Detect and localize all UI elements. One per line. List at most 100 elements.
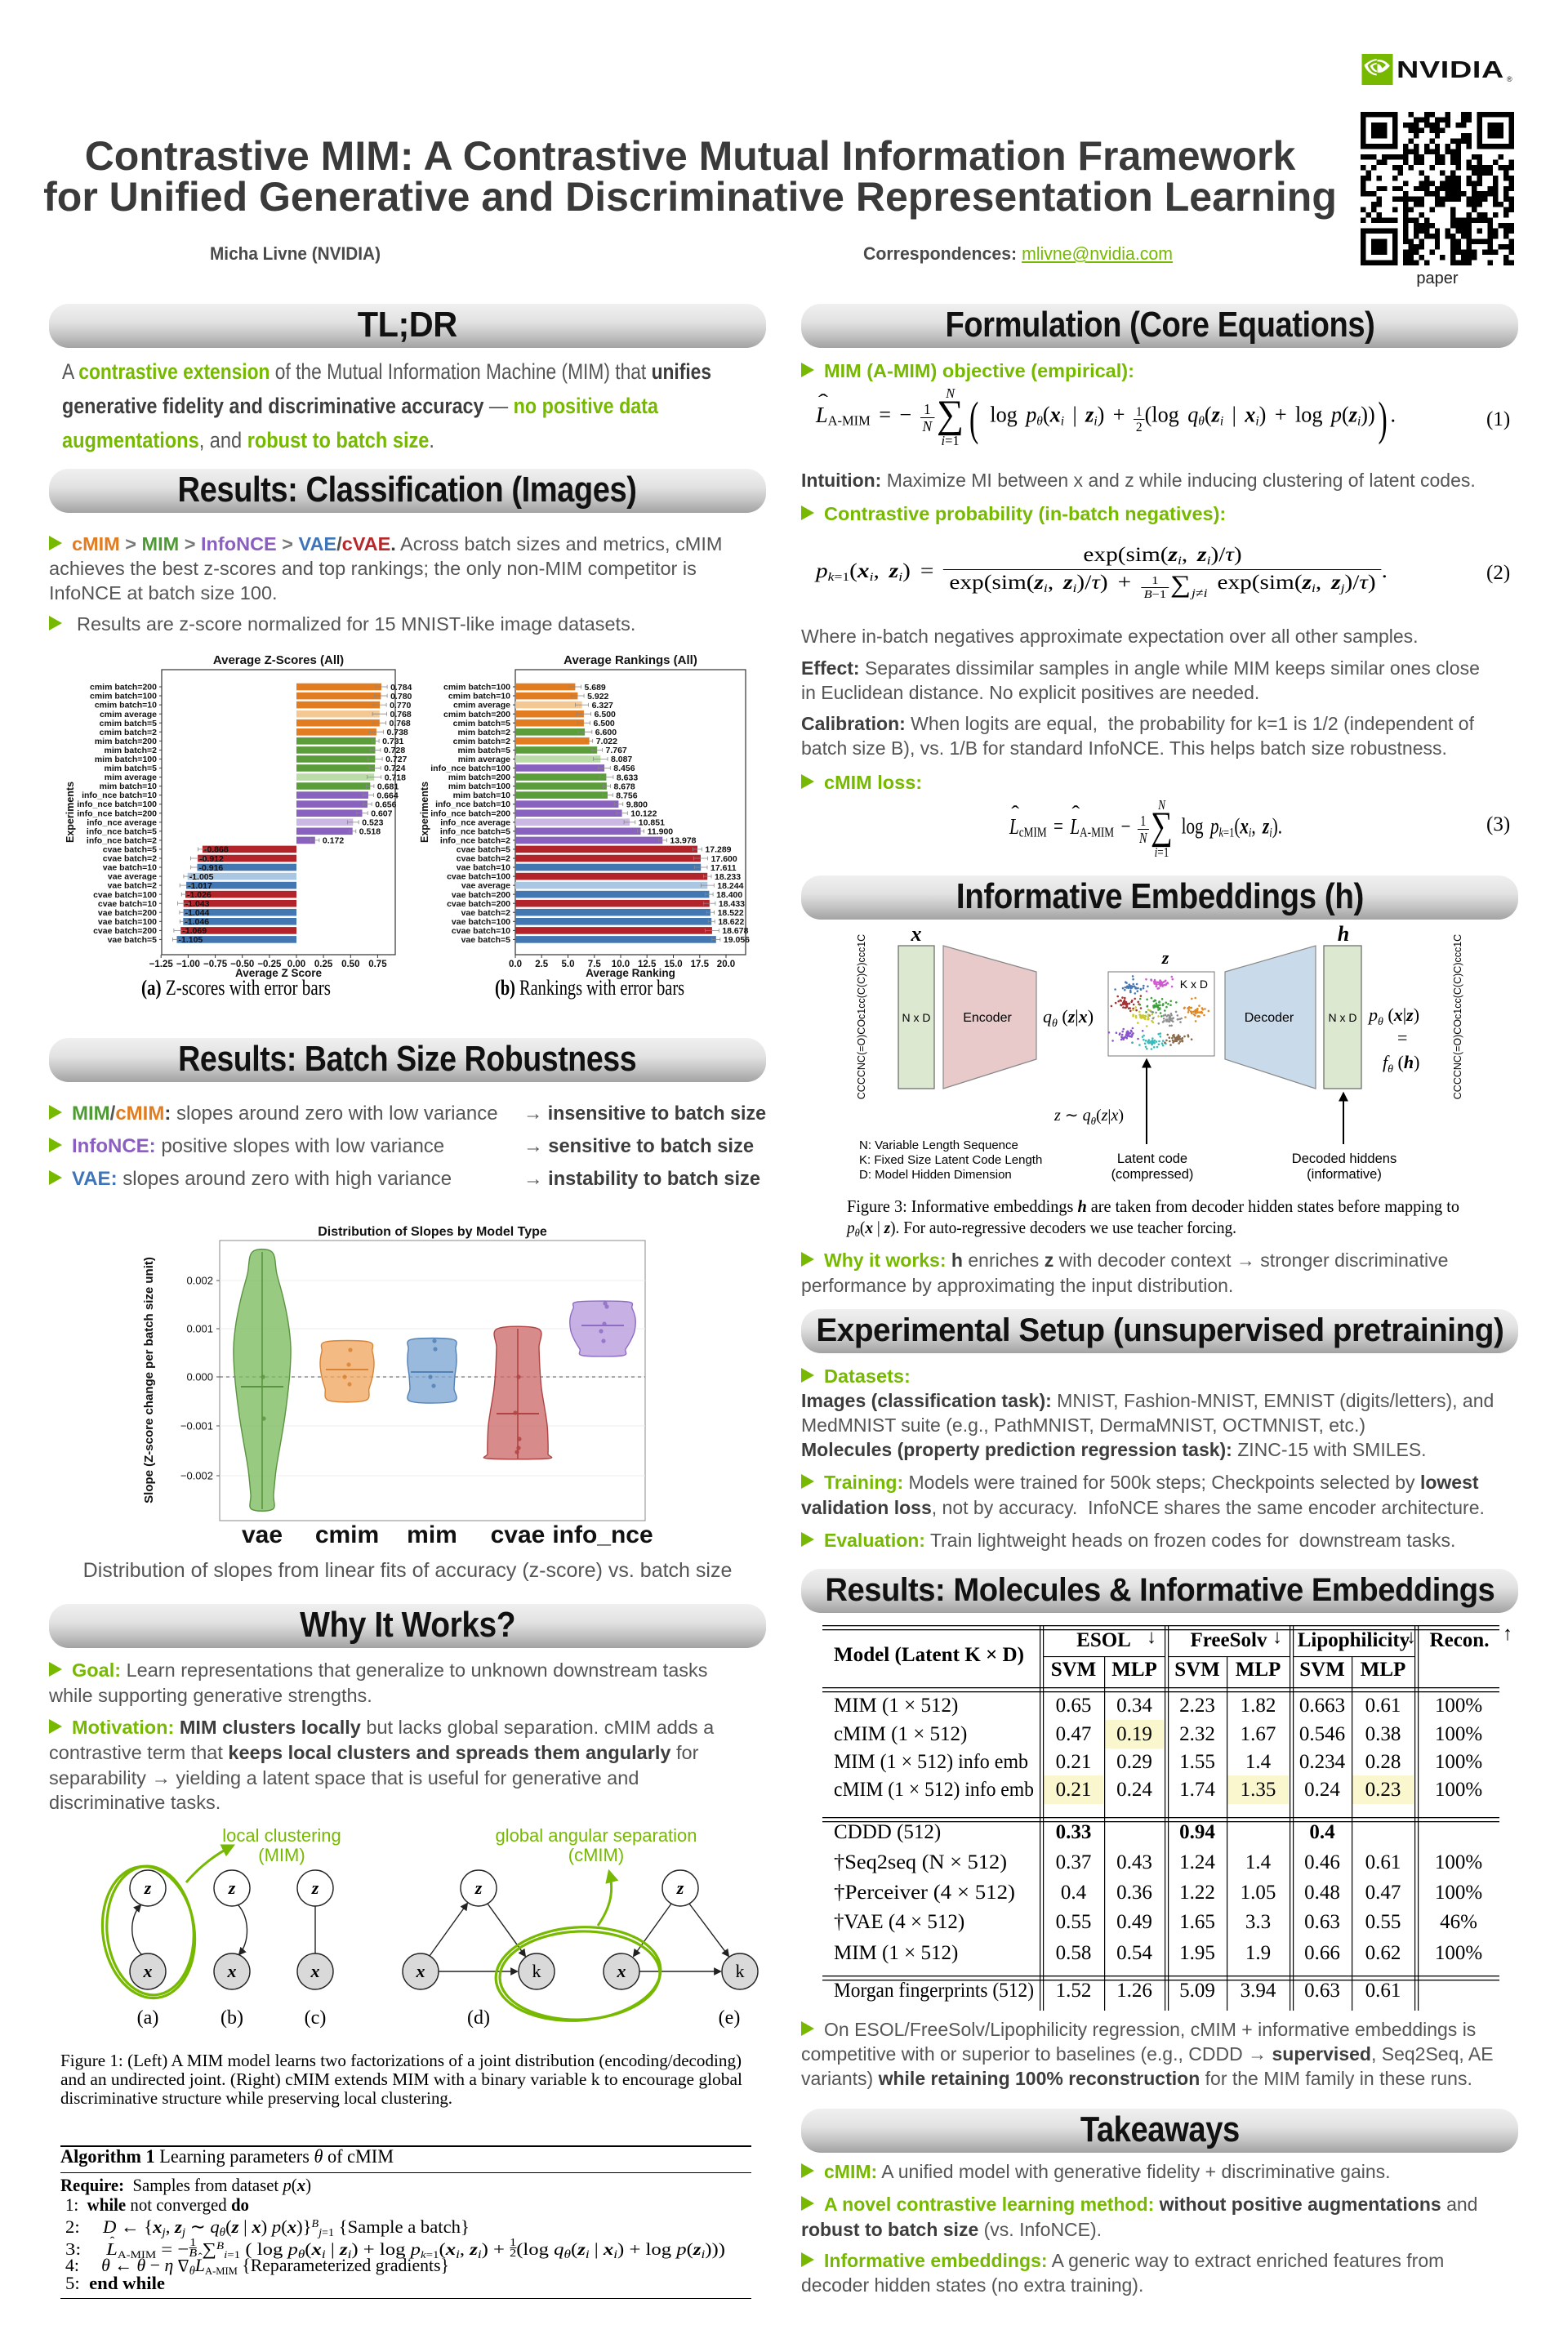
svg-text:0.000: 0.000 <box>186 1371 213 1383</box>
svg-text:-1.069: -1.069 <box>182 926 207 936</box>
svg-text:qθ (z|x): qθ (z|x) <box>1043 1006 1094 1030</box>
svg-text:2.23: 2.23 <box>1179 1695 1215 1717</box>
svg-text:18.400: 18.400 <box>716 890 742 900</box>
svg-text:mim batch=2: mim batch=2 <box>105 746 158 755</box>
svg-text:0.25: 0.25 <box>314 960 333 969</box>
svg-text:-1.046: -1.046 <box>185 917 209 927</box>
svg-text:z: z <box>144 1878 152 1898</box>
svg-text:1.52: 1.52 <box>1056 1980 1092 2002</box>
svg-text:CCCCNC(=O)COc1cc(C(C)C)ccc1C: CCCCNC(=O)COc1cc(C(C)C)ccc1C <box>1452 934 1463 1099</box>
svg-text:0.61: 0.61 <box>1365 1695 1401 1717</box>
svg-text:vae batch=10: vae batch=10 <box>457 863 510 873</box>
svg-text:info_nce: info_nce <box>552 1521 653 1548</box>
svg-text:Recon.: Recon. <box>1430 1629 1490 1651</box>
svg-text:cmim batch=200: cmim batch=200 <box>90 683 157 693</box>
svg-text:(c): (c) <box>305 2007 327 2029</box>
svg-text:cvae batch=2: cvae batch=2 <box>103 854 157 864</box>
svg-text:1.24: 1.24 <box>1179 1851 1215 1873</box>
svg-text:x: x <box>227 1961 237 1981</box>
svg-text:5.09: 5.09 <box>1179 1980 1215 2002</box>
svg-text:−0.001: −0.001 <box>180 1420 213 1432</box>
svg-text:N: Variable Length Sequence: N: Variable Length Sequence <box>859 1138 1018 1152</box>
svg-text:0.681: 0.681 <box>377 782 399 791</box>
svg-text:0.61: 0.61 <box>1365 1980 1401 2002</box>
svg-text:0.28: 0.28 <box>1365 1751 1401 1773</box>
svg-text:vae batch=100: vae batch=100 <box>452 917 510 927</box>
svg-text:13.978: 13.978 <box>670 836 696 846</box>
svg-text:vae batch=100: vae batch=100 <box>98 917 157 927</box>
svg-text:cvae batch=100: cvae batch=100 <box>93 890 157 900</box>
svg-text:1.74: 1.74 <box>1179 1779 1215 1801</box>
svg-text:MLP: MLP <box>1361 1659 1406 1681</box>
svg-text:mim batch=100: mim batch=100 <box>448 782 510 791</box>
svg-text:mim batch=200: mim batch=200 <box>448 773 510 782</box>
svg-text:18.622: 18.622 <box>718 917 744 927</box>
svg-text:cvae: cvae <box>491 1521 546 1548</box>
svg-text:17.600: 17.600 <box>711 854 737 864</box>
svg-text:0.21: 0.21 <box>1056 1751 1092 1773</box>
svg-text:0.656: 0.656 <box>375 800 396 810</box>
svg-text:N x D: N x D <box>1329 1011 1357 1024</box>
svg-text:1.26: 1.26 <box>1116 1980 1152 2002</box>
svg-text:†VAE (4 × 512): †VAE (4 × 512) <box>834 1911 964 1933</box>
svg-text:10.0: 10.0 <box>612 960 630 969</box>
svg-text:-0.916: -0.916 <box>199 863 224 873</box>
svg-text:vae batch=200: vae batch=200 <box>452 890 510 900</box>
svg-text:x: x <box>143 1961 153 1981</box>
svg-text:MIM (1 × 512): MIM (1 × 512) <box>834 1942 958 1964</box>
svg-text:100%: 100% <box>1435 1942 1482 1964</box>
svg-text:z: z <box>474 1878 483 1898</box>
svg-text:0.47: 0.47 <box>1365 1882 1401 1904</box>
svg-text:5.922: 5.922 <box>587 692 608 702</box>
svg-text:Average Z-Scores (All): Average Z-Scores (All) <box>213 653 344 667</box>
svg-text:-1.044: -1.044 <box>185 908 210 918</box>
svg-text:19.056: 19.056 <box>724 935 750 945</box>
svg-text:(d): (d) <box>467 2007 490 2029</box>
svg-text:†Seq2seq (N × 512): †Seq2seq (N × 512) <box>834 1851 1007 1873</box>
svg-text:cvae batch=5: cvae batch=5 <box>457 845 510 855</box>
svg-text:0.63: 0.63 <box>1304 1911 1340 1933</box>
svg-text:Slope (Z-score change per batc: Slope (Z-score change per batch size uni… <box>142 1257 156 1503</box>
svg-text:0.4: 0.4 <box>1309 1821 1335 1843</box>
svg-text:cmim batch=5: cmim batch=5 <box>453 719 510 728</box>
svg-text:0.62: 0.62 <box>1365 1942 1401 1964</box>
svg-text:0.784: 0.784 <box>390 683 412 693</box>
svg-text:−0.002: −0.002 <box>180 1470 213 1482</box>
svg-text:0.50: 0.50 <box>341 960 359 969</box>
svg-text:0.46: 0.46 <box>1304 1851 1340 1873</box>
svg-text:Experiments: Experiments <box>65 782 76 843</box>
svg-text:®: ® <box>1507 75 1512 83</box>
svg-text:0.724: 0.724 <box>384 764 405 773</box>
svg-text:100%: 100% <box>1435 1882 1482 1904</box>
svg-text:8.087: 8.087 <box>611 755 632 764</box>
svg-text:cMIM (1 × 512) info emb: cMIM (1 × 512) info emb <box>834 1779 1034 1801</box>
svg-text:1.55: 1.55 <box>1179 1751 1215 1773</box>
svg-text:vae batch=5: vae batch=5 <box>461 935 511 945</box>
svg-text:−1.00: −1.00 <box>176 960 200 969</box>
svg-text:1.67: 1.67 <box>1241 1723 1276 1745</box>
svg-text:0.61: 0.61 <box>1365 1851 1401 1873</box>
svg-text:vae: vae <box>242 1521 283 1548</box>
svg-text:46%: 46% <box>1440 1911 1477 1933</box>
svg-text:x: x <box>911 923 922 946</box>
svg-text:Average Ranking: Average Ranking <box>586 967 675 979</box>
svg-text:CDDD (512): CDDD (512) <box>834 1821 941 1843</box>
svg-text:1.05: 1.05 <box>1241 1882 1276 1904</box>
svg-text:1.9: 1.9 <box>1245 1942 1271 1964</box>
svg-text:0.770: 0.770 <box>390 701 411 710</box>
svg-text:20.0: 20.0 <box>717 960 735 969</box>
svg-text:x: x <box>416 1961 425 1981</box>
svg-text:6.500: 6.500 <box>595 710 616 719</box>
svg-text:0.65: 0.65 <box>1056 1695 1092 1717</box>
svg-text:−0.75: −0.75 <box>203 960 228 969</box>
svg-text:0.63: 0.63 <box>1304 1980 1340 2002</box>
svg-text:cMIM (1 × 512): cMIM (1 × 512) <box>834 1723 967 1745</box>
svg-text:0.34: 0.34 <box>1116 1695 1152 1717</box>
svg-text:0.24: 0.24 <box>1116 1779 1152 1801</box>
svg-text:cvae batch=100: cvae batch=100 <box>447 872 510 882</box>
svg-text:-1.005: -1.005 <box>189 872 214 882</box>
svg-text:0.23: 0.23 <box>1365 1779 1401 1801</box>
svg-text:cvae batch=10: cvae batch=10 <box>98 899 157 909</box>
svg-text:0.768: 0.768 <box>390 719 411 728</box>
svg-text:info_nce batch=5: info_nce batch=5 <box>87 826 157 836</box>
